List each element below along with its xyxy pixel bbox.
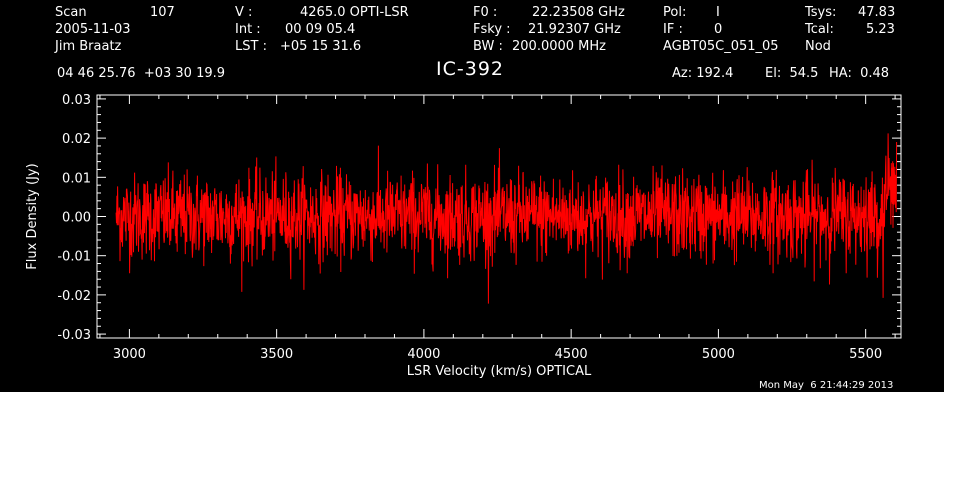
source-name: IC-392 [436, 58, 504, 80]
rest-frequency-label: F0 : [473, 5, 498, 20]
velocity-label: V : [235, 5, 253, 20]
y-axis-label: Flux Density (Jy) [25, 163, 40, 269]
x-tick-label: 5500 [849, 347, 882, 362]
observation-date: 2005-11-03 [55, 22, 131, 37]
tsys-label: Tsys: [805, 5, 837, 20]
observer-name: Jim Braatz [55, 39, 122, 54]
y-tick-label: -0.02 [57, 289, 91, 304]
x-tick-label: 4000 [407, 347, 440, 362]
y-tick-label: -0.03 [57, 328, 91, 343]
y-tick-label: 0.03 [62, 93, 91, 108]
if-value: 0 [714, 22, 723, 37]
scan-label: Scan [55, 5, 87, 20]
plot-frame [96, 94, 902, 339]
y-tick-label: -0.01 [57, 250, 91, 265]
elevation: El: 54.5 [765, 66, 819, 81]
scan-value: 107 [150, 5, 175, 20]
hour-angle: HA: 0.48 [829, 66, 890, 81]
x-tick-label: 4500 [555, 347, 588, 362]
x-tick-label: 5000 [702, 347, 735, 362]
x-tick-label: 3500 [260, 347, 293, 362]
integration-value: 00 09 05.4 [285, 22, 356, 37]
procedure-name: Nod [805, 39, 831, 54]
source-coordinates: 04 46 25.76 +03 30 19.9 [57, 66, 226, 81]
sky-frequency-value: 21.92307 GHz [528, 22, 621, 37]
x-tick-label: 3000 [113, 347, 146, 362]
bandwidth-label: BW : [473, 39, 503, 54]
polarization-label: Pol: [663, 5, 687, 20]
tsys-value: 47.83 [858, 5, 896, 20]
tcal-label: Tcal: [805, 22, 834, 37]
bandwidth-value: 200.0000 MHz [512, 39, 606, 54]
spectrum-panel: Scan 107 V : 4265.0 OPTI-LSR F0 : 22.235… [0, 0, 944, 392]
x-axis-label: LSR Velocity (km/s) OPTICAL [407, 364, 592, 379]
lst-label: LST : [235, 39, 267, 54]
spectrum-trace-line [115, 133, 898, 304]
y-tick-label: 0.00 [62, 211, 91, 226]
plot-timestamp: Mon May 6 21:44:29 2013 [759, 380, 894, 391]
rest-frequency-value: 22.23508 GHz [532, 5, 625, 20]
sky-frequency-label: Fsky : [473, 22, 511, 37]
azimuth: Az: 192.4 [672, 66, 734, 81]
spectrum-chart: 3000 3500 4000 4500 5000 5500 -0.03 -0.02 -0.01 0… [25, 93, 902, 379]
y-tick-label: 0.01 [62, 171, 91, 186]
if-label: IF : [663, 22, 683, 37]
integration-label: Int : [235, 22, 261, 37]
y-tick-label: 0.02 [62, 132, 91, 147]
polarization-value: I [716, 5, 720, 20]
lst-value: +05 15 31.6 [280, 39, 362, 54]
project-id: AGBT05C_051_05 [663, 39, 779, 54]
velocity-value: 4265.0 OPTI-LSR [300, 5, 409, 20]
tcal-value: 5.23 [866, 22, 895, 37]
